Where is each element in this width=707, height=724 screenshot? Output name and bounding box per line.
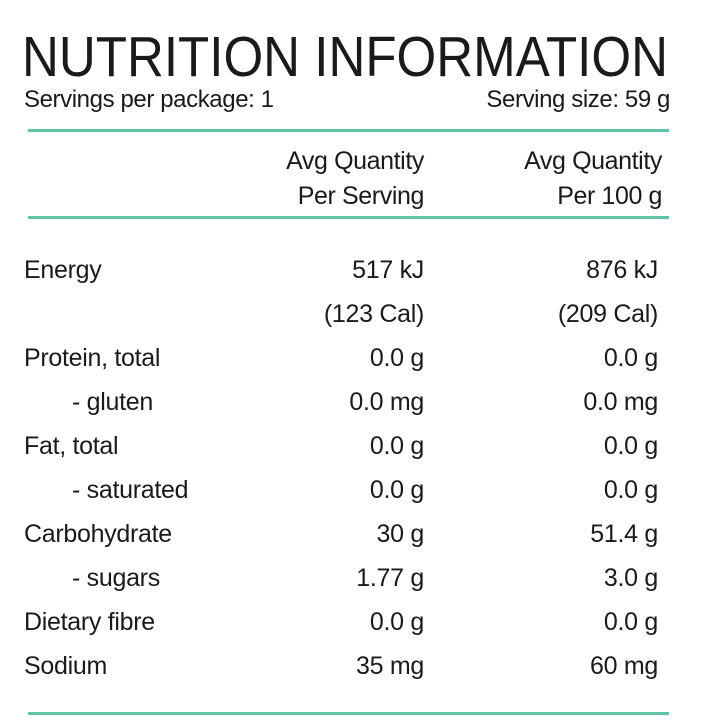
table-row: Energy 517 kJ 876 kJ (0, 256, 707, 292)
table-row: - saturated 0.0 g 0.0 g (0, 476, 707, 512)
value-per-100g: 3.0 g (603, 564, 658, 592)
header-line: Avg Quantity (524, 147, 662, 175)
nutrient-label: - sugars (72, 564, 160, 592)
value-per-serving: 0.0 g (369, 344, 424, 372)
nutrient-label: Protein, total (24, 344, 161, 372)
value-per-serving: 0.0 mg (349, 388, 424, 416)
nutrient-label: Energy (24, 256, 102, 284)
value-per-100g: (209 Cal) (557, 300, 658, 328)
nutrient-label: - saturated (72, 476, 189, 504)
nutrient-label: - gluten (72, 388, 153, 416)
value-per-serving: (123 Cal) (323, 300, 424, 328)
value-per-serving: 30 g (376, 520, 425, 548)
table-row: - gluten 0.0 mg 0.0 mg (0, 388, 707, 424)
value-per-100g: 876 kJ (586, 256, 658, 284)
table-row: Carbohydrate 30 g 51.4 g (0, 520, 707, 556)
table-row: (123 Cal) (209 Cal) (0, 300, 707, 336)
table-row: Sodium 35 mg 60 mg (0, 652, 707, 688)
value-per-serving: 35 mg (356, 652, 424, 680)
divider-bottom (28, 712, 669, 715)
value-per-100g: 0.0 g (603, 432, 658, 460)
value-per-100g: 51.4 g (590, 520, 658, 548)
value-per-100g: 0.0 g (603, 344, 658, 372)
column-header-per-serving: Avg Quantity Per Serving (286, 144, 424, 214)
value-per-serving: 517 kJ (352, 256, 424, 284)
value-per-100g: 0.0 mg (583, 388, 658, 416)
table-row: Protein, total 0.0 g 0.0 g (0, 344, 707, 380)
column-header-per-100g: Avg Quantity Per 100 g (524, 144, 662, 214)
value-per-100g: 0.0 g (603, 476, 658, 504)
nutrient-label: Carbohydrate (24, 520, 172, 548)
header-line: Avg Quantity (286, 147, 424, 175)
nutrient-label: Dietary fibre (24, 608, 155, 636)
nutrient-label: Fat, total (24, 432, 119, 460)
value-per-100g: 0.0 g (603, 608, 658, 636)
value-per-serving: 0.0 g (369, 608, 424, 636)
serving-size: Serving size: 59 g (486, 86, 670, 113)
table-row: Fat, total 0.0 g 0.0 g (0, 432, 707, 468)
header-line: Per 100 g (557, 182, 662, 210)
title-text: NUTRITION INFORMATION (22, 25, 668, 82)
value-per-100g: 60 mg (590, 652, 658, 680)
divider-top (28, 129, 669, 132)
servings-per-package: Servings per package: 1 (24, 86, 274, 113)
value-per-serving: 0.0 g (369, 432, 424, 460)
panel-title: NUTRITION INFORMATION (22, 25, 668, 82)
table-row: - sugars 1.77 g 3.0 g (0, 564, 707, 600)
header-line: Per Serving (297, 182, 425, 210)
nutrient-label: Sodium (24, 652, 107, 680)
table-row: Dietary fibre 0.0 g 0.0 g (0, 608, 707, 644)
divider-header (28, 216, 669, 219)
value-per-serving: 0.0 g (369, 476, 424, 504)
value-per-serving: 1.77 g (356, 564, 424, 592)
